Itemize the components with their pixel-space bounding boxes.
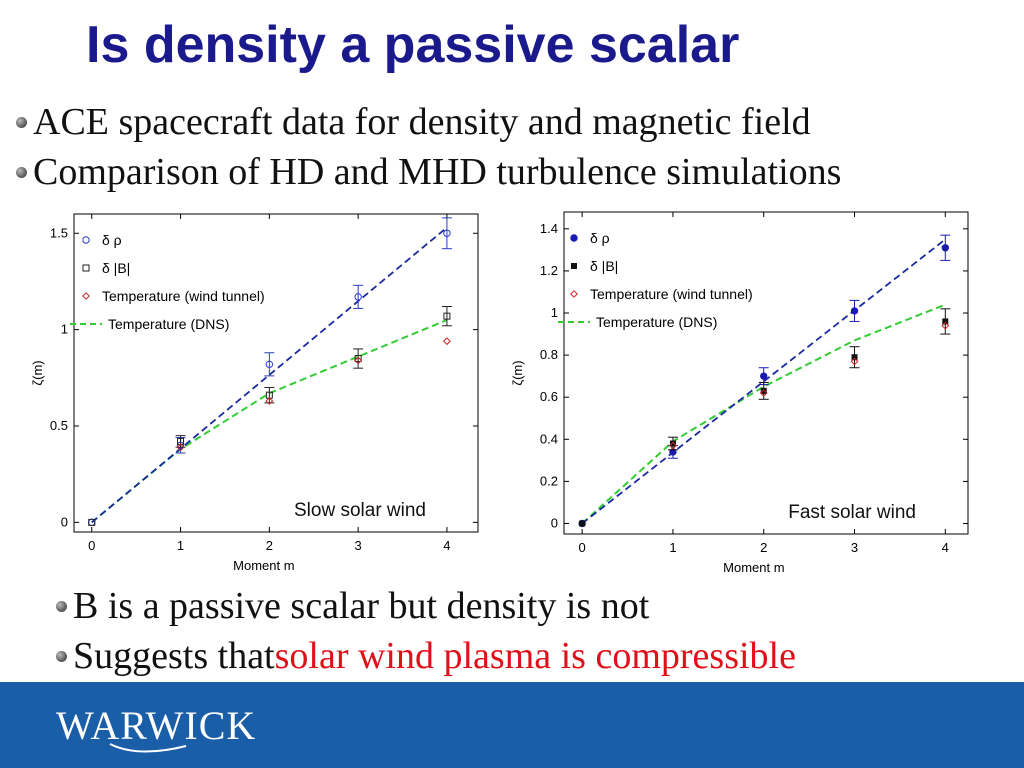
data-point: [760, 372, 768, 380]
x-tick-label: 0: [579, 540, 586, 555]
data-point: [850, 357, 859, 366]
y-tick-label: 1: [551, 305, 558, 320]
bullet-dot-icon: [56, 600, 67, 612]
bullet-text: Comparison of HD and MHD turbulence simu…: [33, 151, 842, 193]
warwick-logo-swoosh-icon: [109, 743, 187, 753]
fast-wind-chart: 0 1 2 3 4 0 0.2 0.4 0.6 0.8 1 1.2 1.4 Moment m ζ(m) δ ρ…: [500, 206, 980, 583]
legend-label: Temperature (DNS): [108, 316, 229, 332]
y-tick-label: 0.6: [540, 389, 558, 404]
data-point: [354, 356, 363, 365]
data-point: [354, 355, 362, 363]
x-tick-label: 1: [177, 538, 184, 553]
x-tick-label: 3: [851, 540, 858, 555]
data-point: [941, 244, 950, 252]
x-tick-label: 2: [266, 538, 273, 553]
legend-label: Temperature (DNS): [596, 314, 717, 330]
bullet-dot-icon: [16, 116, 27, 128]
bullet-text: B is a passive scalar but density is not: [73, 585, 650, 627]
y-tick-label: 0: [61, 514, 68, 529]
footer-bar: [0, 682, 1024, 768]
data-point: [443, 337, 451, 346]
data-point: [443, 229, 451, 237]
data-point: [579, 520, 586, 527]
slide-title: Is density a passive scalar: [86, 16, 740, 74]
bullet-comparison: Comparison of HD and MHD turbulence simu…: [16, 150, 841, 194]
y-tick-label: 0.8: [540, 347, 558, 362]
data-point: [669, 440, 676, 447]
slow-wind-chart: 0 1 2 3 4 0 0.5 1 1.5 Moment m ζ(m) δ ρ δ |B| Tempera…: [30, 206, 490, 583]
legend-marker: [570, 234, 578, 242]
legend-label: δ ρ: [102, 232, 122, 248]
data-point: [88, 518, 96, 526]
legend-marker: [82, 236, 90, 244]
x-tick-label: 0: [88, 538, 95, 553]
bullet-text: ACE spacecraft data for density and magn…: [33, 101, 811, 143]
y-tick-label: 1: [61, 322, 68, 337]
legend-marker: [82, 264, 90, 272]
data-point: [760, 387, 767, 394]
x-tick-label: 4: [443, 538, 450, 553]
legend-label: δ |B|: [102, 260, 130, 276]
data-point: [669, 441, 677, 450]
y-tick-label: 0.5: [50, 418, 68, 433]
fast-wind-plot: 0 1 2 3 4 0 0.2 0.4 0.6 0.8 1 1.2 1.4 Moment m ζ(m) δ ρ…: [510, 211, 969, 575]
data-point: [850, 307, 859, 315]
legend-marker: [82, 292, 90, 300]
x-tick-label: 2: [760, 540, 767, 555]
y-tick-label: 1.5: [50, 225, 68, 240]
data-point: [354, 293, 362, 301]
legend-label: δ |B|: [590, 258, 618, 274]
x-tick-label: 3: [355, 538, 362, 553]
data-point: [851, 354, 858, 361]
x-tick-label: 4: [942, 540, 949, 555]
bullet-text: Suggests that: [73, 635, 275, 677]
x-axis-label: Moment m: [233, 558, 294, 573]
chart-annotation: Fast solar wind: [788, 502, 916, 523]
legend-label: δ ρ: [590, 230, 610, 246]
y-tick-label: 0: [551, 515, 558, 530]
bullet-highlight-text: solar wind plasma is compressible: [274, 635, 796, 677]
bullet-compressible: Suggests that solar wind plasma is compr…: [56, 634, 796, 678]
legend-label: Temperature (wind tunnel): [590, 286, 753, 302]
x-axis-label: Moment m: [723, 560, 784, 575]
legend-label: Temperature (wind tunnel): [102, 288, 265, 304]
y-tick-label: 1.4: [540, 221, 558, 236]
chart-annotation: Slow solar wind: [294, 500, 426, 521]
y-tick-label: 0.4: [540, 431, 558, 446]
legend-marker: [570, 290, 578, 298]
y-tick-label: 1.2: [540, 263, 558, 278]
data-point: [759, 389, 768, 397]
data-point: [941, 321, 950, 330]
data-point: [942, 318, 949, 325]
plot-frame: [73, 213, 479, 533]
y-axis-label: ζ(m): [30, 360, 45, 385]
data-point: [265, 397, 274, 405]
y-axis-label: ζ(m): [510, 360, 525, 385]
dns-series-line: [581, 303, 946, 525]
legend-marker: [571, 263, 577, 269]
plot-frame: [563, 211, 969, 535]
bullet-b-passive: B is a passive scalar but density is not: [56, 584, 649, 628]
x-tick-label: 1: [669, 540, 676, 555]
warwick-logo: WARWICK: [56, 703, 257, 748]
bullet-ace-data: ACE spacecraft data for density and magn…: [16, 100, 811, 144]
data-point: [265, 360, 274, 369]
data-point: [176, 443, 185, 452]
bullet-dot-icon: [16, 166, 27, 178]
slow-wind-plot: 0 1 2 3 4 0 0.5 1 1.5 Moment m ζ(m) δ ρ δ |B| Tempera…: [30, 213, 479, 573]
data-point: [443, 312, 451, 320]
y-tick-label: 0.2: [540, 473, 558, 488]
bullet-dot-icon: [56, 650, 67, 662]
